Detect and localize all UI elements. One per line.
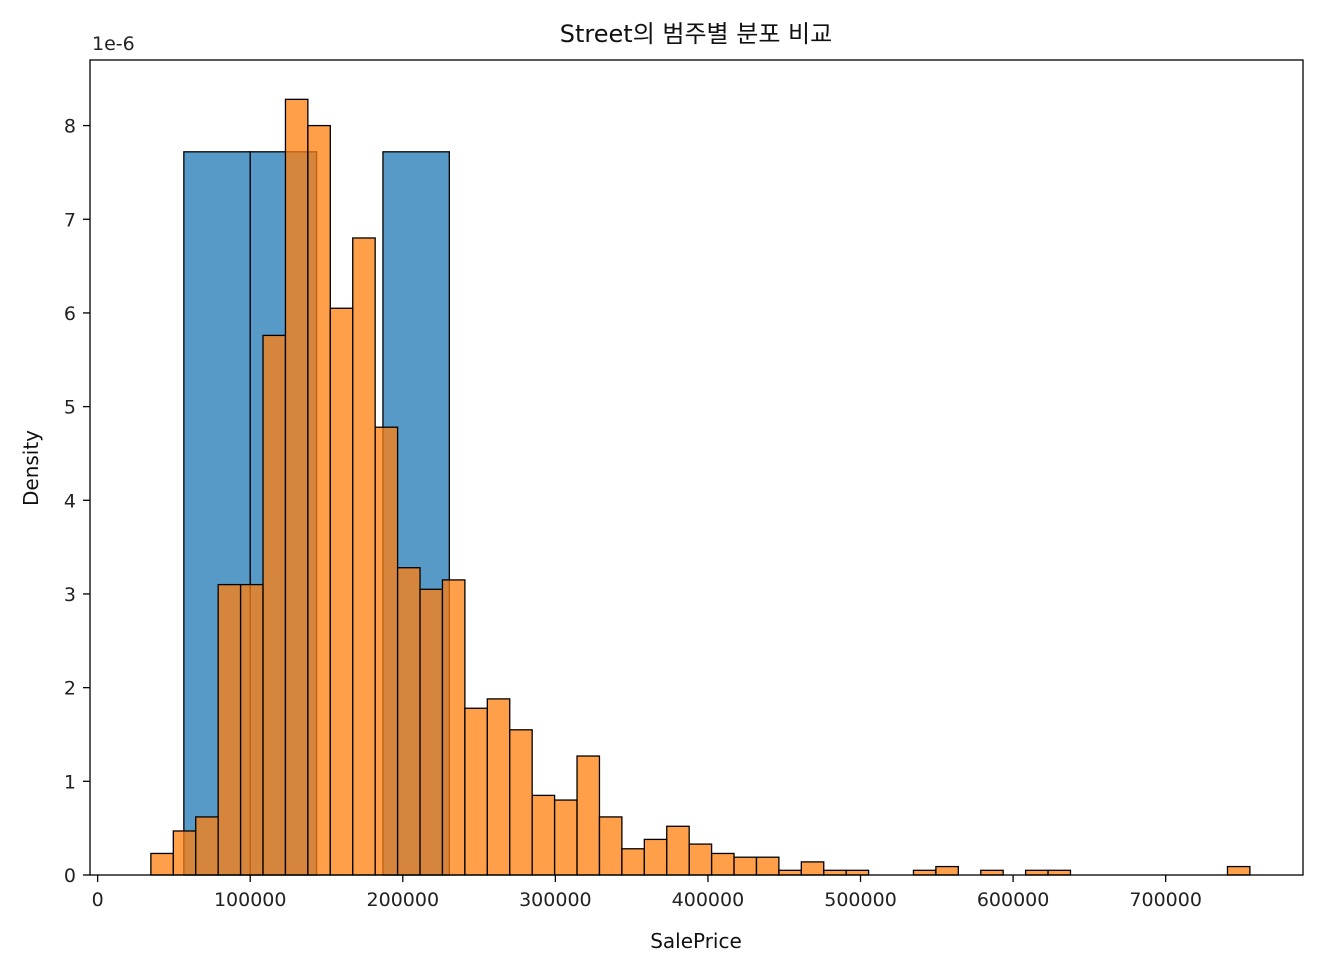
histogram-bar-series-2 [710,852,735,876]
histogram-bar-series-2 [755,856,780,876]
x-tick-label: 400000 [672,889,745,911]
histogram-bar-series-2 [307,124,331,876]
histogram-bar-series-2 [1226,865,1251,876]
x-tick-label: 700000 [1129,889,1202,911]
histogram-bar-series-2 [150,852,174,876]
x-tick-label: 200000 [367,889,440,911]
histogram-bar-series-2 [643,838,668,876]
x-tick-label: 100000 [214,889,287,911]
y-tick-label: 0 [64,865,76,887]
histogram-bar-series-2 [239,583,264,876]
histogram-bar-series-2 [374,426,399,876]
histogram-bar-series-2 [733,856,758,876]
y-tick-label: 5 [64,397,76,419]
histogram-bar-series-2 [284,98,309,876]
y-axis-label: Density [19,430,43,506]
histogram-bar-series-2 [621,848,645,876]
histogram-bar-series-2 [666,825,690,876]
y-tick-label: 3 [64,584,76,606]
histogram-bar-series-2 [217,583,242,876]
histogram-bar-series-2 [576,755,601,876]
histogram-bar-series-2 [553,799,578,876]
x-tick-label: 300000 [519,889,592,911]
histogram-bar-series-2 [486,698,511,876]
histogram-bar-series-2 [509,729,533,876]
histogram-bar-series-2 [935,865,959,876]
histogram-bar-series-2 [980,869,1004,876]
histogram-bar-series-2 [823,869,847,876]
bars-layer [150,98,1251,876]
x-tick-label: 500000 [824,889,897,911]
histogram-bar-series-2 [172,830,197,876]
histogram-bar-series-2 [598,816,623,876]
x-axis-label: SalePrice [650,929,742,953]
y-tick-label: 7 [64,209,76,231]
histogram-bar-series-2 [262,334,287,876]
x-tick-label: 600000 [977,889,1050,911]
histogram-bar-series-2 [800,861,825,876]
y-tick-label: 1 [64,771,76,793]
histogram-bar-series-2 [912,869,937,876]
y-tick-label: 8 [64,116,76,138]
y-tick-label: 2 [64,678,76,700]
histogram-bar-series-2 [845,869,870,876]
histogram-bar-series-2 [195,816,219,876]
chart-title: Street의 범주별 분포 비교 [560,20,832,48]
histogram-bar-series-2 [1047,869,1072,876]
y-tick-label: 6 [64,303,76,325]
histogram-bar-series-2 [396,567,421,876]
ticks-layer: 0 100000 200000 300000 400000 500000 600000 700… [64,116,1202,911]
y-tick-label: 4 [64,490,76,512]
histogram-bar-series-2 [441,579,466,876]
plot-frame [89,59,1304,876]
x-tick-label: 0 [92,889,104,911]
y-offset-label: 1e-6 [92,33,135,55]
histogram-bar-series-2 [419,588,444,876]
histogram-bar-series-2 [464,707,488,876]
histogram-bar-series-2 [531,794,556,876]
histogram-bar-series-2 [329,307,354,876]
histogram-bar-series-2 [1024,869,1049,876]
histogram-bar-series-2 [688,843,713,876]
histogram-bar-series-2 [352,237,376,876]
histogram-bar-series-2 [778,869,802,876]
